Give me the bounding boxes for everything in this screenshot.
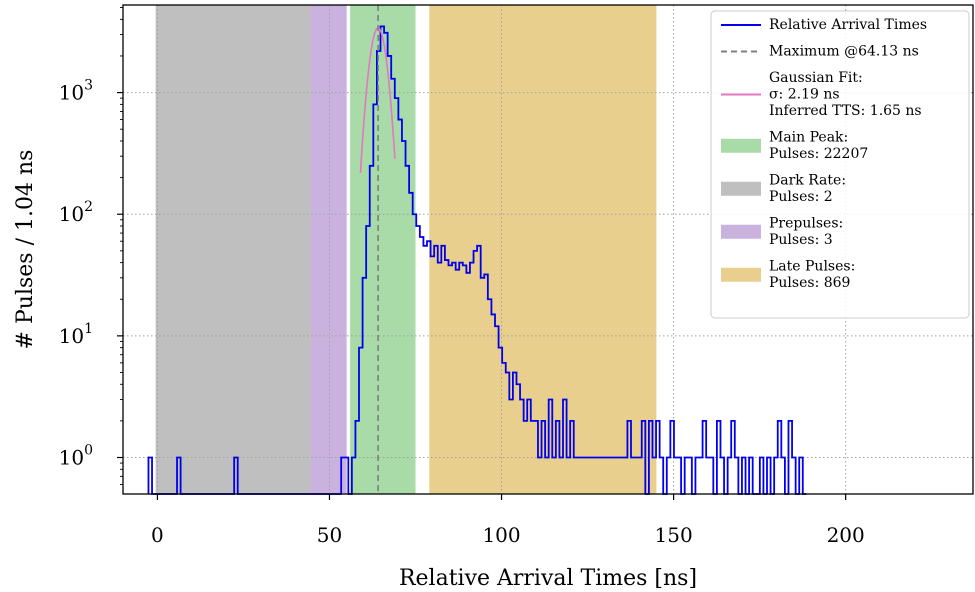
- y-tick-label: 103: [59, 78, 93, 105]
- x-tick-label: 50: [317, 523, 342, 547]
- legend-label-dark: Pulses: 2: [769, 189, 833, 205]
- legend-label-late: Pulses: 869: [769, 275, 850, 291]
- shaded-regions: [155, 5, 657, 494]
- legend-box: [710, 10, 970, 319]
- legend-handle-main: [721, 138, 761, 153]
- legend-label-late: Late Pulses:: [769, 259, 855, 275]
- legend-label-main: Main Peak:: [769, 130, 848, 146]
- y-tick-label: 102: [59, 199, 93, 226]
- x-tick-label: 0: [151, 523, 164, 547]
- legend-label-fit: Inferred TTS: 1.65 ns: [769, 103, 922, 119]
- x-tick-label: 200: [827, 523, 865, 547]
- x-tick-label: 100: [482, 523, 520, 547]
- legend-label-max: Maximum @64.13 ns: [769, 44, 919, 60]
- legend-label-fit: Gaussian Fit:: [769, 70, 863, 86]
- region-main-peak: [350, 5, 416, 494]
- legend-handle-dark: [721, 181, 761, 196]
- region-dark-rate: [155, 5, 311, 494]
- legend: Relative Arrival Times Maximum @64.13 ns G…: [710, 10, 970, 319]
- axes: 0 50 100 150 200 100 101 102 103: [59, 4, 974, 547]
- legend-handle-late: [721, 267, 761, 282]
- region-late-pulses: [429, 5, 657, 494]
- series: [147, 5, 807, 495]
- series-relative-arrival-times: [147, 25, 807, 495]
- legend-label-fit: σ: 2.19 ns: [769, 87, 840, 103]
- legend-label-main: Pulses: 22207: [769, 146, 868, 162]
- y-tick-label: 101: [59, 321, 93, 348]
- y-tick-label: 100: [59, 443, 93, 470]
- legend-label-pre: Prepulses:: [769, 216, 843, 232]
- legend-handle-pre: [721, 224, 761, 239]
- legend-label-dark: Dark Rate:: [769, 173, 846, 189]
- x-axis-title: Relative Arrival Times [ns]: [399, 566, 697, 591]
- legend-label-pre: Pulses: 3: [769, 232, 833, 248]
- x-tick-label: 150: [655, 523, 693, 547]
- y-axis-title: # Pulses / 1.04 ns: [13, 150, 38, 350]
- plot-frame: [122, 4, 974, 495]
- region-prepulses: [310, 5, 347, 494]
- legend-label-hist: Relative Arrival Times: [769, 17, 927, 33]
